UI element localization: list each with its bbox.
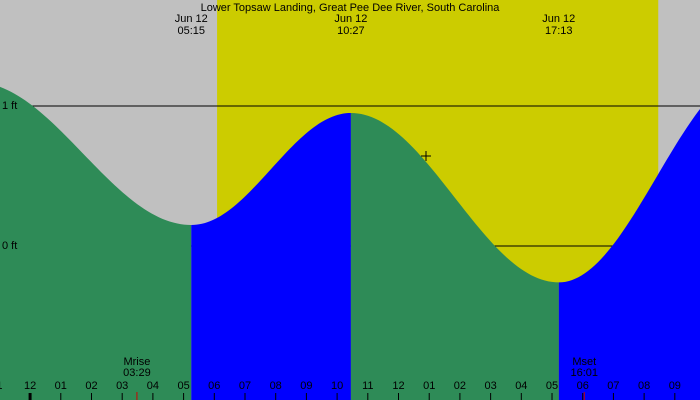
- x-tick-label: 09: [669, 380, 681, 392]
- moon-name: Mrise: [123, 356, 150, 368]
- x-tick-label: 04: [147, 380, 159, 392]
- extreme-date: Jun 12: [542, 13, 575, 25]
- chart-title: Lower Topsaw Landing, Great Pee Dee Rive…: [201, 2, 501, 14]
- cursor: [421, 151, 431, 161]
- x-tick-label: 01: [55, 380, 67, 392]
- moon-time: 03:29: [123, 367, 151, 379]
- x-tick-label: 09: [300, 380, 312, 392]
- extreme-time: 10:27: [337, 25, 365, 37]
- x-tick-label: 08: [270, 380, 282, 392]
- x-tick-label: 07: [607, 380, 619, 392]
- x-tick-label: 12: [392, 380, 404, 392]
- x-tick-label: 02: [454, 380, 466, 392]
- falling-tide: [0, 86, 192, 400]
- moon-time: 16:01: [570, 367, 598, 379]
- extreme-date: Jun 12: [334, 13, 367, 25]
- x-tick-label: 12: [24, 380, 36, 392]
- y-tick-label: 0 ft: [2, 240, 17, 252]
- x-tick-label: 04: [515, 380, 527, 392]
- x-tick-label: 07: [239, 380, 251, 392]
- extreme-time: 05:15: [178, 25, 206, 37]
- x-tick-label: 1: [0, 380, 2, 392]
- extreme-date: Jun 12: [175, 13, 208, 25]
- x-tick-label: 03: [116, 380, 128, 392]
- x-tick-label: 05: [546, 380, 558, 392]
- x-tick-label: 06: [208, 380, 220, 392]
- x-tick-label: 10: [331, 380, 343, 392]
- x-tick-label: 05: [177, 380, 189, 392]
- falling-tide: [350, 112, 559, 400]
- x-tick-label: 06: [577, 380, 589, 392]
- moon-name: Mset: [572, 356, 596, 368]
- x-tick-label: 01: [423, 380, 435, 392]
- x-tick-label: 08: [638, 380, 650, 392]
- x-tick-label: 02: [85, 380, 97, 392]
- x-tick-label: 11: [362, 380, 373, 392]
- y-tick-label: 1 ft: [2, 100, 17, 112]
- rising-tide: [558, 109, 700, 400]
- extreme-time: 17:13: [545, 25, 573, 37]
- rising-tide: [191, 112, 351, 400]
- x-tick-label: 03: [484, 380, 496, 392]
